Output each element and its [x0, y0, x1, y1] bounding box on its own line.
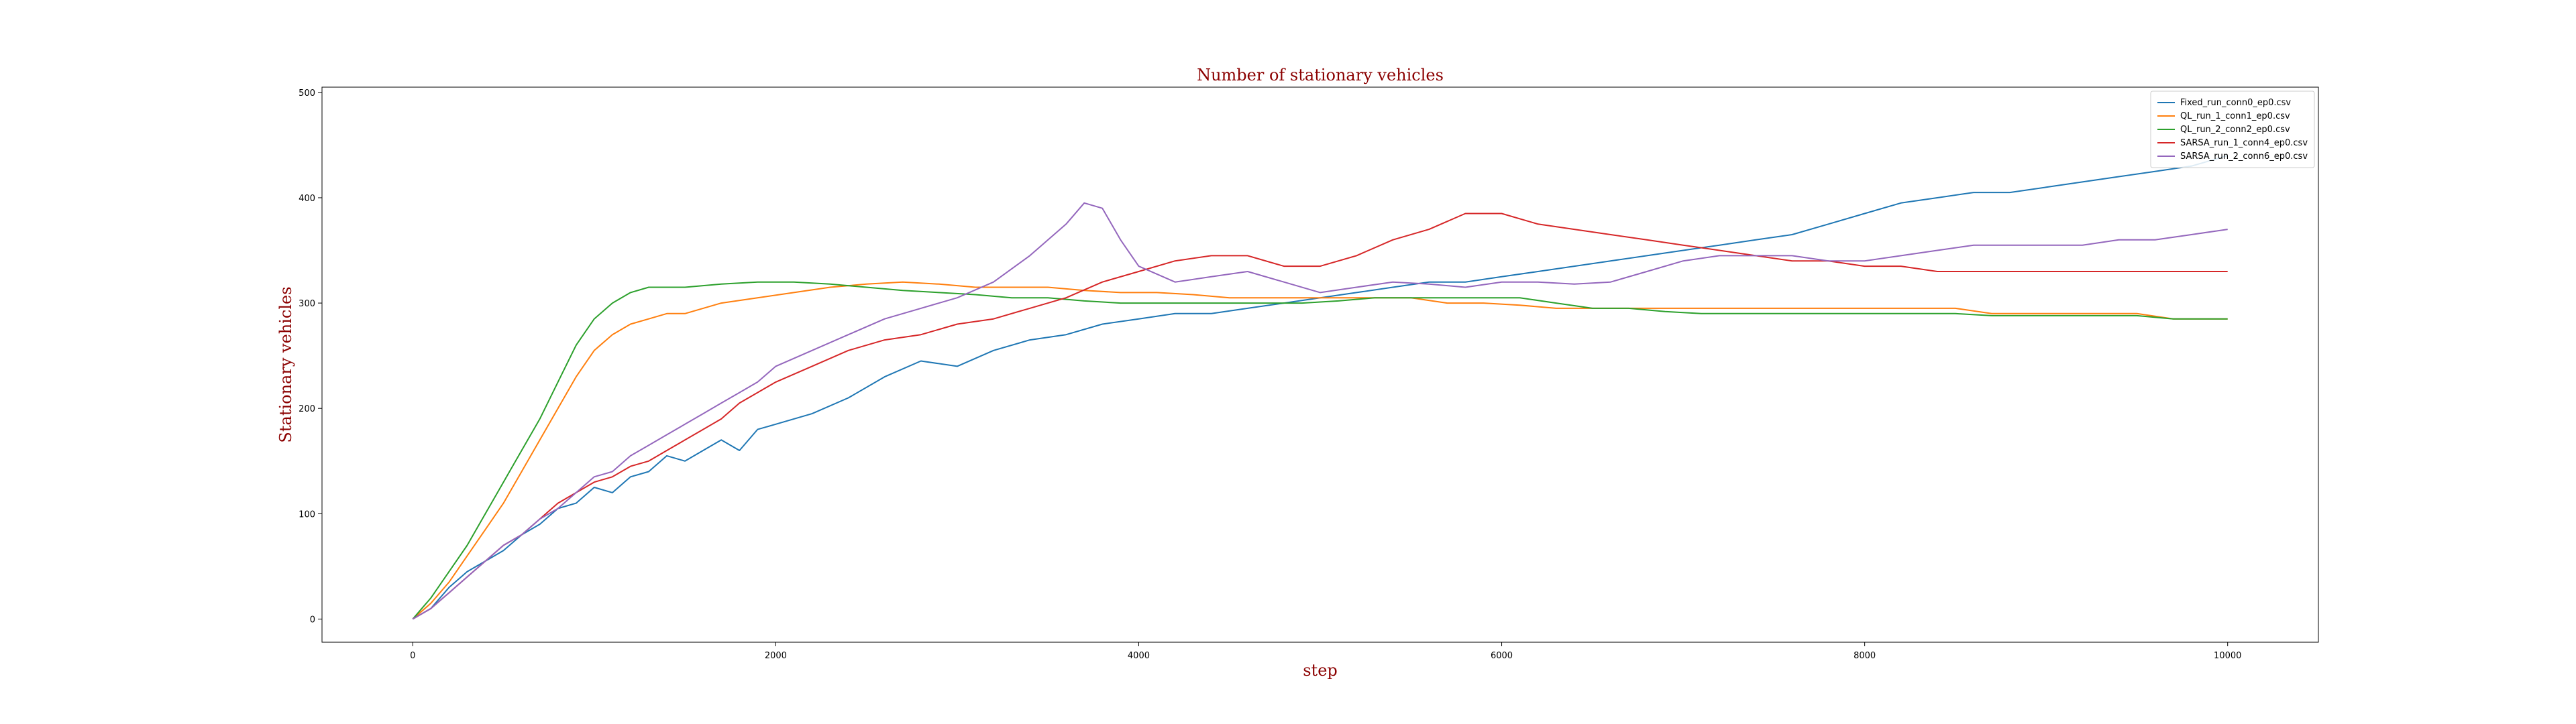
series-line-5	[412, 202, 2228, 620]
legend-label: SARSA_run_1_conn4_ep0.csv	[2180, 138, 2308, 148]
legend-box	[2150, 90, 2315, 168]
y-tick-label: 400	[299, 194, 315, 204]
y-tick-label: 500	[299, 88, 315, 99]
legend-label: SARSA_run_2_conn6_ep0.csv	[2180, 152, 2308, 162]
legend: Fixed_run_conn0_ep0.csv QL_run_1_conn1_ep…	[2150, 90, 2315, 168]
x-tick-label: 8000	[1854, 651, 1876, 661]
plot-area: 0 2000 4000 6000 8000 10000 0 100 200 300 400 500	[299, 86, 2319, 661]
legend-label: QL_run_1_conn1_ep0.csv	[2180, 111, 2290, 121]
series-line-1	[412, 155, 2228, 620]
x-axis-ticks: 0 2000 4000 6000 8000 10000	[410, 642, 2241, 661]
x-tick-label: 10000	[2214, 651, 2241, 661]
y-axis-ticks: 0 100 200 300 400 500	[299, 88, 322, 625]
y-axis-title: Stationary vehicles	[276, 286, 295, 442]
y-tick-label: 200	[299, 404, 315, 414]
y-tick-label: 0	[310, 615, 315, 625]
x-tick-label: 4000	[1128, 651, 1150, 661]
legend-label: QL_run_2_conn2_ep0.csv	[2180, 125, 2290, 135]
series-line-2	[412, 281, 2228, 620]
series-line-4	[412, 213, 2228, 620]
x-tick-label: 2000	[765, 651, 787, 661]
series-layer	[412, 155, 2228, 620]
chart-title: Number of stationary vehicles	[1197, 66, 1444, 84]
y-tick-label: 100	[299, 509, 315, 520]
x-axis-title: step	[1303, 661, 1338, 680]
axes-frame	[321, 86, 2319, 643]
y-tick-label: 300	[299, 299, 315, 309]
legend-label: Fixed_run_conn0_ep0.csv	[2180, 98, 2291, 108]
series-line-3	[412, 281, 2228, 620]
x-tick-label: 0	[410, 651, 415, 661]
x-tick-label: 6000	[1491, 651, 1513, 661]
